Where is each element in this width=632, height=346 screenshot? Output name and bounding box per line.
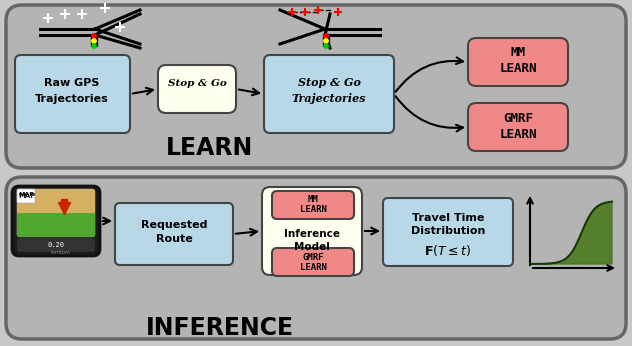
Text: Model: Model — [294, 242, 330, 252]
Text: MAP: MAP — [18, 191, 34, 197]
Text: Requested: Requested — [141, 220, 207, 230]
FancyBboxPatch shape — [6, 177, 626, 339]
FancyBboxPatch shape — [272, 248, 354, 276]
Circle shape — [324, 34, 328, 38]
FancyBboxPatch shape — [468, 103, 568, 151]
Polygon shape — [532, 202, 612, 264]
FancyBboxPatch shape — [15, 55, 130, 133]
Text: Stop & Go: Stop & Go — [167, 79, 226, 88]
Text: INFERENCE: INFERENCE — [146, 316, 294, 340]
Text: LEARN: LEARN — [300, 206, 327, 215]
Text: MAP: MAP — [18, 193, 35, 199]
Text: Travel Time: Travel Time — [412, 213, 484, 223]
Circle shape — [92, 39, 96, 43]
Text: tomtom: tomtom — [51, 249, 71, 255]
FancyBboxPatch shape — [17, 238, 95, 252]
Text: LEARN: LEARN — [166, 136, 253, 160]
FancyBboxPatch shape — [12, 186, 100, 256]
Text: MM: MM — [511, 46, 525, 60]
FancyBboxPatch shape — [6, 5, 626, 168]
FancyBboxPatch shape — [17, 213, 95, 237]
FancyBboxPatch shape — [115, 203, 233, 265]
Text: Raw GPS: Raw GPS — [44, 78, 100, 88]
Text: GMRF: GMRF — [503, 111, 533, 125]
Text: Trajectories: Trajectories — [292, 93, 367, 104]
FancyBboxPatch shape — [272, 191, 354, 219]
Circle shape — [324, 39, 328, 43]
Bar — [91, 34, 97, 46]
FancyBboxPatch shape — [17, 189, 95, 237]
Text: MM: MM — [308, 195, 319, 204]
FancyBboxPatch shape — [468, 38, 568, 86]
FancyBboxPatch shape — [17, 189, 35, 203]
Text: 0.20: 0.20 — [47, 242, 64, 248]
Text: Stop & Go: Stop & Go — [298, 78, 360, 89]
FancyBboxPatch shape — [158, 65, 236, 113]
FancyBboxPatch shape — [262, 187, 362, 275]
Text: LEARN: LEARN — [499, 127, 537, 140]
Circle shape — [324, 44, 328, 48]
Circle shape — [92, 44, 96, 48]
Text: LEARN: LEARN — [300, 263, 327, 272]
Text: Trajectories: Trajectories — [35, 94, 109, 104]
Circle shape — [92, 34, 96, 38]
Text: GMRF: GMRF — [302, 253, 324, 262]
Text: Inference: Inference — [284, 229, 340, 239]
FancyBboxPatch shape — [17, 189, 95, 213]
Bar — [323, 34, 329, 46]
Text: Distribution: Distribution — [411, 226, 485, 236]
FancyBboxPatch shape — [264, 55, 394, 133]
Text: Route: Route — [155, 234, 192, 244]
Text: LEARN: LEARN — [499, 63, 537, 75]
Text: $\mathbf{F}(T \leq t)$: $\mathbf{F}(T \leq t)$ — [425, 243, 471, 257]
FancyBboxPatch shape — [383, 198, 513, 266]
